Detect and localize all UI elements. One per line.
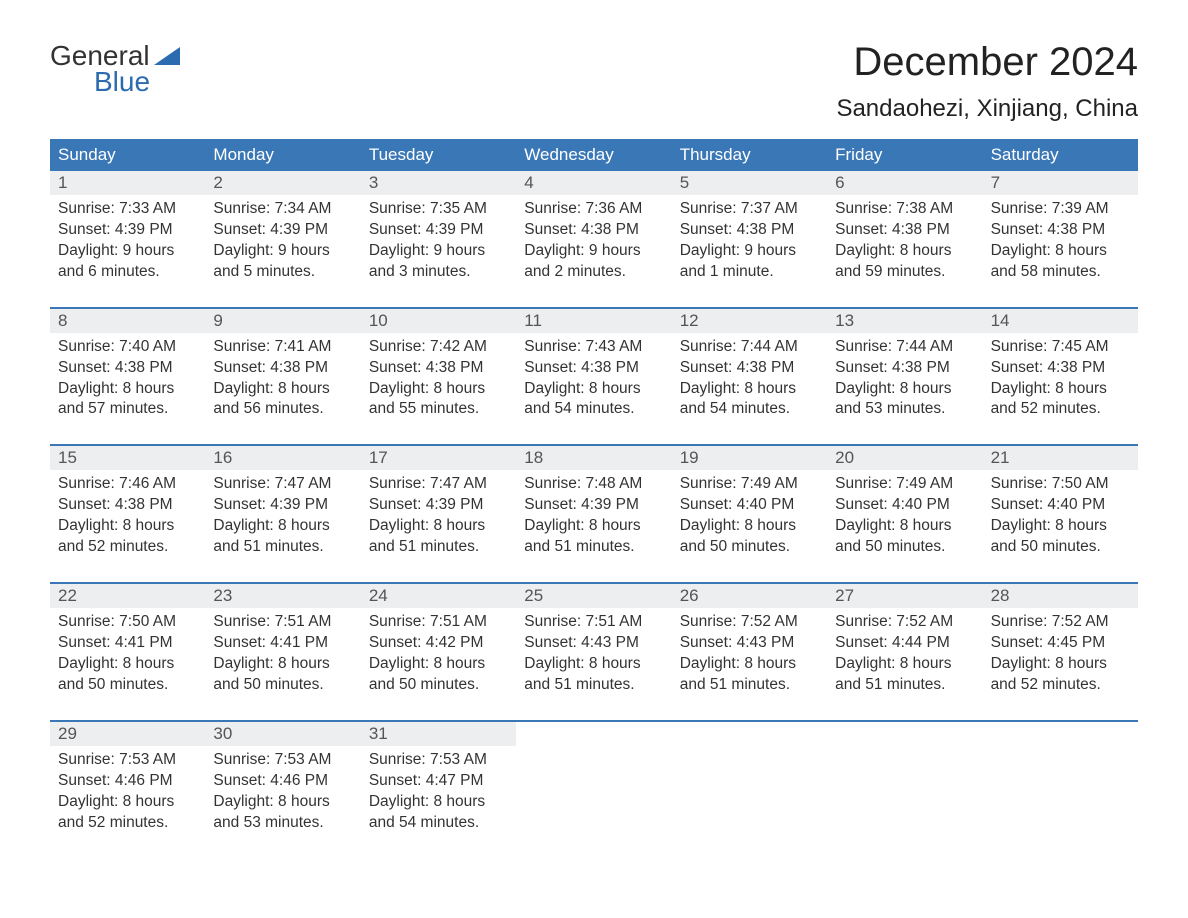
day-content-cell — [983, 746, 1138, 844]
day-content-cell: Sunrise: 7:53 AMSunset: 4:46 PMDaylight:… — [205, 746, 360, 844]
day-number-cell: 31 — [361, 722, 516, 746]
day-number-cell: 5 — [672, 171, 827, 195]
day-content-cell: Sunrise: 7:49 AMSunset: 4:40 PMDaylight:… — [827, 470, 982, 568]
weekday-header-cell: Sunday — [50, 139, 205, 171]
day-number-cell: 2 — [205, 171, 360, 195]
day-content-cell: Sunrise: 7:41 AMSunset: 4:38 PMDaylight:… — [205, 333, 360, 431]
day-content-cell: Sunrise: 7:52 AMSunset: 4:43 PMDaylight:… — [672, 608, 827, 706]
day-content-cell: Sunrise: 7:38 AMSunset: 4:38 PMDaylight:… — [827, 195, 982, 293]
day-content-cell: Sunrise: 7:50 AMSunset: 4:41 PMDaylight:… — [50, 608, 205, 706]
day-number-cell: 6 — [827, 171, 982, 195]
logo-sail-icon — [154, 47, 180, 65]
day-content-cell — [516, 746, 671, 844]
day-content-cell: Sunrise: 7:50 AMSunset: 4:40 PMDaylight:… — [983, 470, 1138, 568]
weekday-header-cell: Tuesday — [361, 139, 516, 171]
day-number-cell: 11 — [516, 309, 671, 333]
day-number-cell: 1 — [50, 171, 205, 195]
day-number-cell: 8 — [50, 309, 205, 333]
day-content-cell: Sunrise: 7:44 AMSunset: 4:38 PMDaylight:… — [672, 333, 827, 431]
day-number-cell: 7 — [983, 171, 1138, 195]
day-content-cell: Sunrise: 7:49 AMSunset: 4:40 PMDaylight:… — [672, 470, 827, 568]
weekday-header-cell: Thursday — [672, 139, 827, 171]
month-title: December 2024 — [836, 40, 1138, 85]
day-content-cell: Sunrise: 7:52 AMSunset: 4:45 PMDaylight:… — [983, 608, 1138, 706]
day-number-cell: 26 — [672, 584, 827, 608]
day-content-cell: Sunrise: 7:45 AMSunset: 4:38 PMDaylight:… — [983, 333, 1138, 431]
day-content-cell: Sunrise: 7:53 AMSunset: 4:46 PMDaylight:… — [50, 746, 205, 844]
day-number-cell: 16 — [205, 446, 360, 470]
day-number-cell: 22 — [50, 584, 205, 608]
day-content-cell: Sunrise: 7:34 AMSunset: 4:39 PMDaylight:… — [205, 195, 360, 293]
day-number-cell: 17 — [361, 446, 516, 470]
day-content-cell: Sunrise: 7:35 AMSunset: 4:39 PMDaylight:… — [361, 195, 516, 293]
day-number-cell: 28 — [983, 584, 1138, 608]
day-number-cell: 9 — [205, 309, 360, 333]
day-content-cell: Sunrise: 7:47 AMSunset: 4:39 PMDaylight:… — [205, 470, 360, 568]
day-content-cell: Sunrise: 7:42 AMSunset: 4:38 PMDaylight:… — [361, 333, 516, 431]
day-number-cell — [516, 722, 671, 746]
day-content-cell: Sunrise: 7:40 AMSunset: 4:38 PMDaylight:… — [50, 333, 205, 431]
day-number-cell: 13 — [827, 309, 982, 333]
day-number-cell: 27 — [827, 584, 982, 608]
day-number-cell — [827, 722, 982, 746]
day-content-cell: Sunrise: 7:48 AMSunset: 4:39 PMDaylight:… — [516, 470, 671, 568]
week-row: 293031Sunrise: 7:53 AMSunset: 4:46 PMDay… — [50, 720, 1138, 844]
day-content-cell — [672, 746, 827, 844]
week-row: 15161718192021 Sunrise: 7:46 AMSunset: 4:… — [50, 444, 1138, 568]
day-number-cell: 29 — [50, 722, 205, 746]
day-number-cell: 23 — [205, 584, 360, 608]
weekday-header-row: SundayMondayTuesdayWednesdayThursdayFrid… — [50, 139, 1138, 171]
day-content-cell: Sunrise: 7:52 AMSunset: 4:44 PMDaylight:… — [827, 608, 982, 706]
week-row: 22232425262728 Sunrise: 7:50 AMSunset: 4:… — [50, 582, 1138, 706]
weekday-header-cell: Friday — [827, 139, 982, 171]
day-content-cell: Sunrise: 7:51 AMSunset: 4:42 PMDaylight:… — [361, 608, 516, 706]
day-content-cell: Sunrise: 7:36 AMSunset: 4:38 PMDaylight:… — [516, 195, 671, 293]
day-number-cell: 4 — [516, 171, 671, 195]
day-content-cell: Sunrise: 7:44 AMSunset: 4:38 PMDaylight:… — [827, 333, 982, 431]
day-number-cell: 20 — [827, 446, 982, 470]
day-content-cell: Sunrise: 7:46 AMSunset: 4:38 PMDaylight:… — [50, 470, 205, 568]
weeks-container: 1234567Sunrise: 7:33 AMSunset: 4:39 PMDa… — [50, 171, 1138, 843]
location: Sandaohezi, Xinjiang, China — [836, 95, 1138, 123]
day-content-cell: Sunrise: 7:37 AMSunset: 4:38 PMDaylight:… — [672, 195, 827, 293]
logo: General Blue — [50, 40, 180, 98]
day-number-cell: 30 — [205, 722, 360, 746]
day-content-cell: Sunrise: 7:53 AMSunset: 4:47 PMDaylight:… — [361, 746, 516, 844]
weekday-header-cell: Monday — [205, 139, 360, 171]
day-content-cell: Sunrise: 7:51 AMSunset: 4:43 PMDaylight:… — [516, 608, 671, 706]
logo-text-blue: Blue — [94, 66, 150, 98]
week-row: 1234567 Sunrise: 7:33 AMSunset: 4:39 PMDa… — [50, 171, 1138, 293]
week-row: 891011121314 Sunrise: 7:40 AMSunset: 4:38… — [50, 307, 1138, 431]
day-content-cell — [827, 746, 982, 844]
day-number-cell: 19 — [672, 446, 827, 470]
day-number-cell: 10 — [361, 309, 516, 333]
day-content-cell: Sunrise: 7:43 AMSunset: 4:38 PMDaylight:… — [516, 333, 671, 431]
day-content-cell: Sunrise: 7:33 AMSunset: 4:39 PMDaylight:… — [50, 195, 205, 293]
day-number-cell: 24 — [361, 584, 516, 608]
day-content-cell: Sunrise: 7:47 AMSunset: 4:39 PMDaylight:… — [361, 470, 516, 568]
day-number-cell: 25 — [516, 584, 671, 608]
day-number-cell — [983, 722, 1138, 746]
weekday-header-cell: Wednesday — [516, 139, 671, 171]
title-block: December 2024 Sandaohezi, Xinjiang, Chin… — [836, 40, 1138, 131]
day-number-cell: 18 — [516, 446, 671, 470]
day-content-cell: Sunrise: 7:39 AMSunset: 4:38 PMDaylight:… — [983, 195, 1138, 293]
day-number-cell — [672, 722, 827, 746]
day-number-cell: 15 — [50, 446, 205, 470]
day-content-cell: Sunrise: 7:51 AMSunset: 4:41 PMDaylight:… — [205, 608, 360, 706]
weekday-header-cell: Saturday — [983, 139, 1138, 171]
day-number-cell: 14 — [983, 309, 1138, 333]
day-number-cell: 3 — [361, 171, 516, 195]
day-number-cell: 12 — [672, 309, 827, 333]
day-number-cell: 21 — [983, 446, 1138, 470]
header: General Blue December 2024 Sandaohezi, X… — [50, 40, 1138, 131]
calendar: SundayMondayTuesdayWednesdayThursdayFrid… — [50, 139, 1138, 843]
